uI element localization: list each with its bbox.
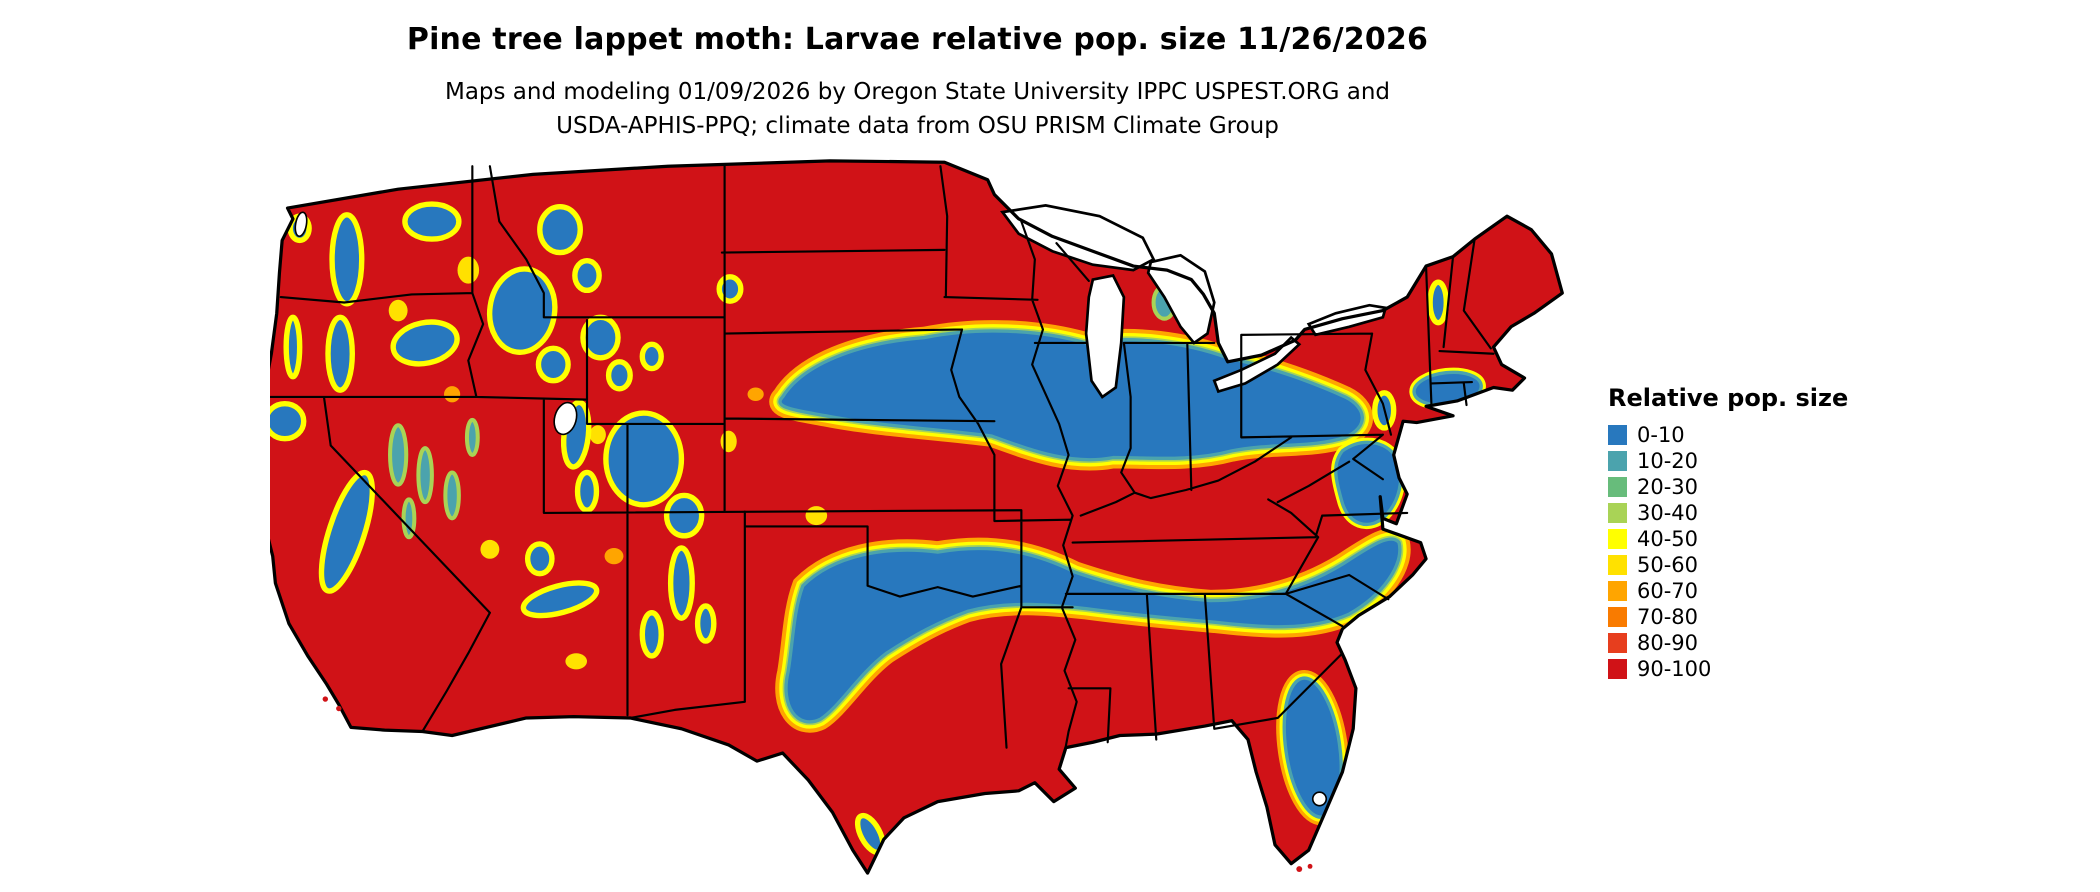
legend-item: 40-50: [1608, 526, 1848, 552]
legend-item: 10-20: [1608, 448, 1848, 474]
legend-item-label: 10-20: [1637, 449, 1699, 473]
legend-item-label: 20-30: [1637, 475, 1699, 499]
legend-item: 20-30: [1608, 474, 1848, 500]
puget-sound: [294, 211, 308, 238]
legend-item: 50-60: [1608, 552, 1848, 578]
us-outline: [270, 159, 1564, 875]
legend-item: 0-10: [1608, 422, 1848, 448]
legend-item-label: 30-40: [1637, 501, 1699, 525]
legend-swatch: [1608, 451, 1627, 471]
legend-swatch: [1608, 607, 1627, 627]
figure-title: Pine tree lappet moth: Larvae relative p…: [406, 22, 1429, 57]
subtitle-line-1: Maps and modeling 01/09/2026 by Oregon S…: [444, 79, 1391, 105]
legend-item: 60-70: [1608, 578, 1848, 604]
raster-layer: [270, 160, 1563, 874]
legend-item-label: 0-10: [1637, 423, 1685, 447]
legend-item-label: 40-50: [1637, 527, 1699, 551]
legend-swatch: [1608, 425, 1627, 445]
legend-swatch: [1608, 581, 1627, 601]
figure-header: Pine tree lappet moth: Larvae relative p…: [270, 22, 1565, 143]
legend-swatch: [1608, 633, 1627, 653]
state-borders: [270, 165, 1495, 755]
great-salt-lake: [553, 401, 578, 436]
legend-swatch: [1608, 555, 1627, 575]
map-legend: Relative pop. size 0-10 10-20 20-30 30-4…: [1608, 384, 1848, 682]
us-map: [270, 159, 1564, 875]
legend-swatch: [1608, 477, 1627, 497]
legend-item-label: 50-60: [1637, 553, 1699, 577]
lake-okeechobee: [1311, 791, 1328, 807]
offshore-islands: [322, 696, 1313, 873]
legend-swatch: [1608, 529, 1627, 549]
lake-huron: [1146, 253, 1216, 345]
legend-swatch: [1608, 503, 1627, 523]
lake-superior: [1000, 203, 1156, 272]
subtitle-line-2: USDA-APHIS-PPQ; climate data from OSU PR…: [556, 113, 1279, 139]
legend-title: Relative pop. size: [1608, 384, 1849, 412]
lake-erie: [1212, 335, 1302, 394]
legend-item-label: 70-80: [1637, 605, 1699, 629]
legend-item: 30-40: [1608, 500, 1848, 526]
lake-michigan: [1084, 273, 1126, 399]
figure-subtitle: Maps and modeling 01/09/2026 by Oregon S…: [270, 75, 1565, 143]
legend-item-label: 80-90: [1637, 631, 1699, 655]
low-population-new-england: [1412, 279, 1482, 408]
low-population-west-patches: [270, 201, 1178, 856]
legend-item-label: 60-70: [1637, 579, 1699, 603]
great-lakes: [294, 203, 1388, 807]
legend-item: 80-90: [1608, 630, 1848, 656]
legend-item: 70-80: [1608, 604, 1848, 630]
legend-item-label: 90-100: [1637, 657, 1712, 681]
legend-swatch: [1608, 659, 1627, 679]
legend-item: 90-100: [1608, 656, 1848, 682]
